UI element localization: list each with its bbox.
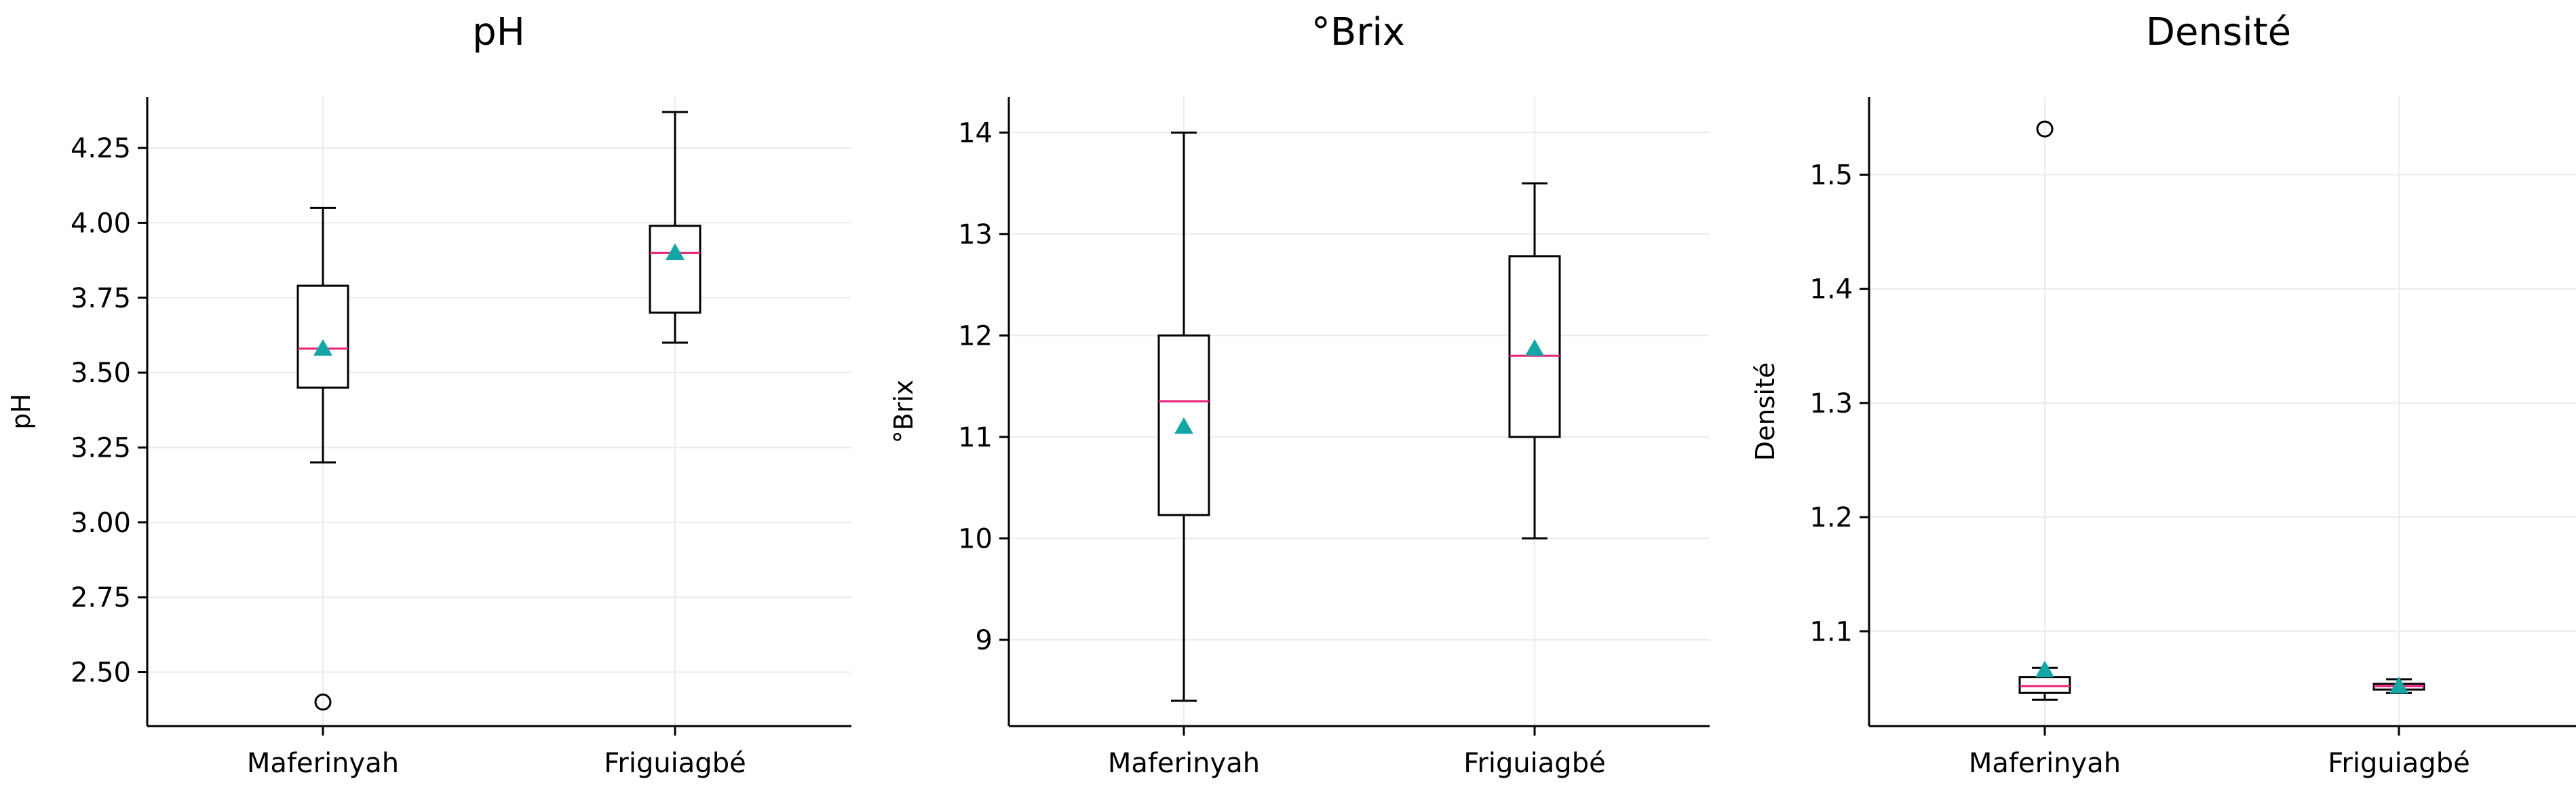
x-tick-label: Maferinyah [1108,748,1260,779]
box-iqr [649,225,701,314]
outlier-point [314,694,332,711]
chart-panel-1: 2.50 2.75 3.00 3.25 3.50 3.75 4.00 4.25 Maferiny… [6,10,851,779]
chart-title: °Brix [1311,10,1405,54]
x-tick-label: Friguiagbé [2328,748,2469,779]
y-tick-label: 3.00 [71,508,131,539]
y-tick-label: 11 [958,422,993,453]
chart-panel-3: 1.1 1.2 1.3 1.4 1.5 Maferinyah Friguiagbé Densi… [1750,10,2576,779]
x-tick-label: Friguiagbé [604,748,746,779]
y-tick-label: 1.3 [1809,388,1853,419]
y-tick-label: 12 [958,320,993,352]
box-maferinyah [2018,120,2071,701]
y-axis-label: Densité [1750,362,1780,461]
y-tick-label: 3.50 [71,358,131,389]
chart-title: pH [472,10,525,54]
y-tick-label: 9 [976,625,993,656]
mean-marker [2035,660,2054,678]
box-maferinyah [1157,131,1210,702]
y-axis-label: °Brix [889,380,919,444]
x-tick-label: Friguiagbé [1463,748,1605,779]
mean-marker [2389,677,2408,694]
y-axis-label: pH [6,394,36,430]
x-tick-label: Maferinyah [247,748,399,779]
y-tick-label: 13 [958,219,993,250]
y-tick-label: 14 [958,117,993,149]
y-tick-label: 1.2 [1809,502,1853,533]
y-tick-label: 10 [958,523,993,554]
box-friguiagb- [1508,182,1561,539]
y-tick-label: 3.75 [71,283,131,314]
mean-marker [313,339,332,356]
box-friguiagb- [2372,677,2425,694]
chart-title: Densité [2146,10,2291,54]
mean-marker [1174,417,1193,434]
y-tick-label: 4.25 [71,133,131,164]
box-maferinyah [296,206,349,711]
chart-panel-2: 9 10 11 12 13 14 Maferinyah Friguiagbé °Brix °Bri… [889,10,1710,779]
x-tick-label: Maferinyah [1969,748,2121,779]
y-tick-label: 1.5 [1809,159,1853,191]
y-tick-label: 2.50 [71,658,131,689]
box-iqr [296,284,349,389]
y-tick-label: 2.75 [71,582,131,613]
mean-marker [666,243,685,261]
outlier-point [2036,120,2054,138]
box-iqr [2018,676,2071,694]
mean-marker [1525,339,1544,356]
y-tick-label: 1.4 [1809,274,1853,305]
y-tick-label: 3.25 [71,432,131,463]
y-tick-label: 4.00 [71,208,131,239]
y-tick-label: 1.1 [1809,616,1853,647]
box-friguiagb- [649,111,701,344]
